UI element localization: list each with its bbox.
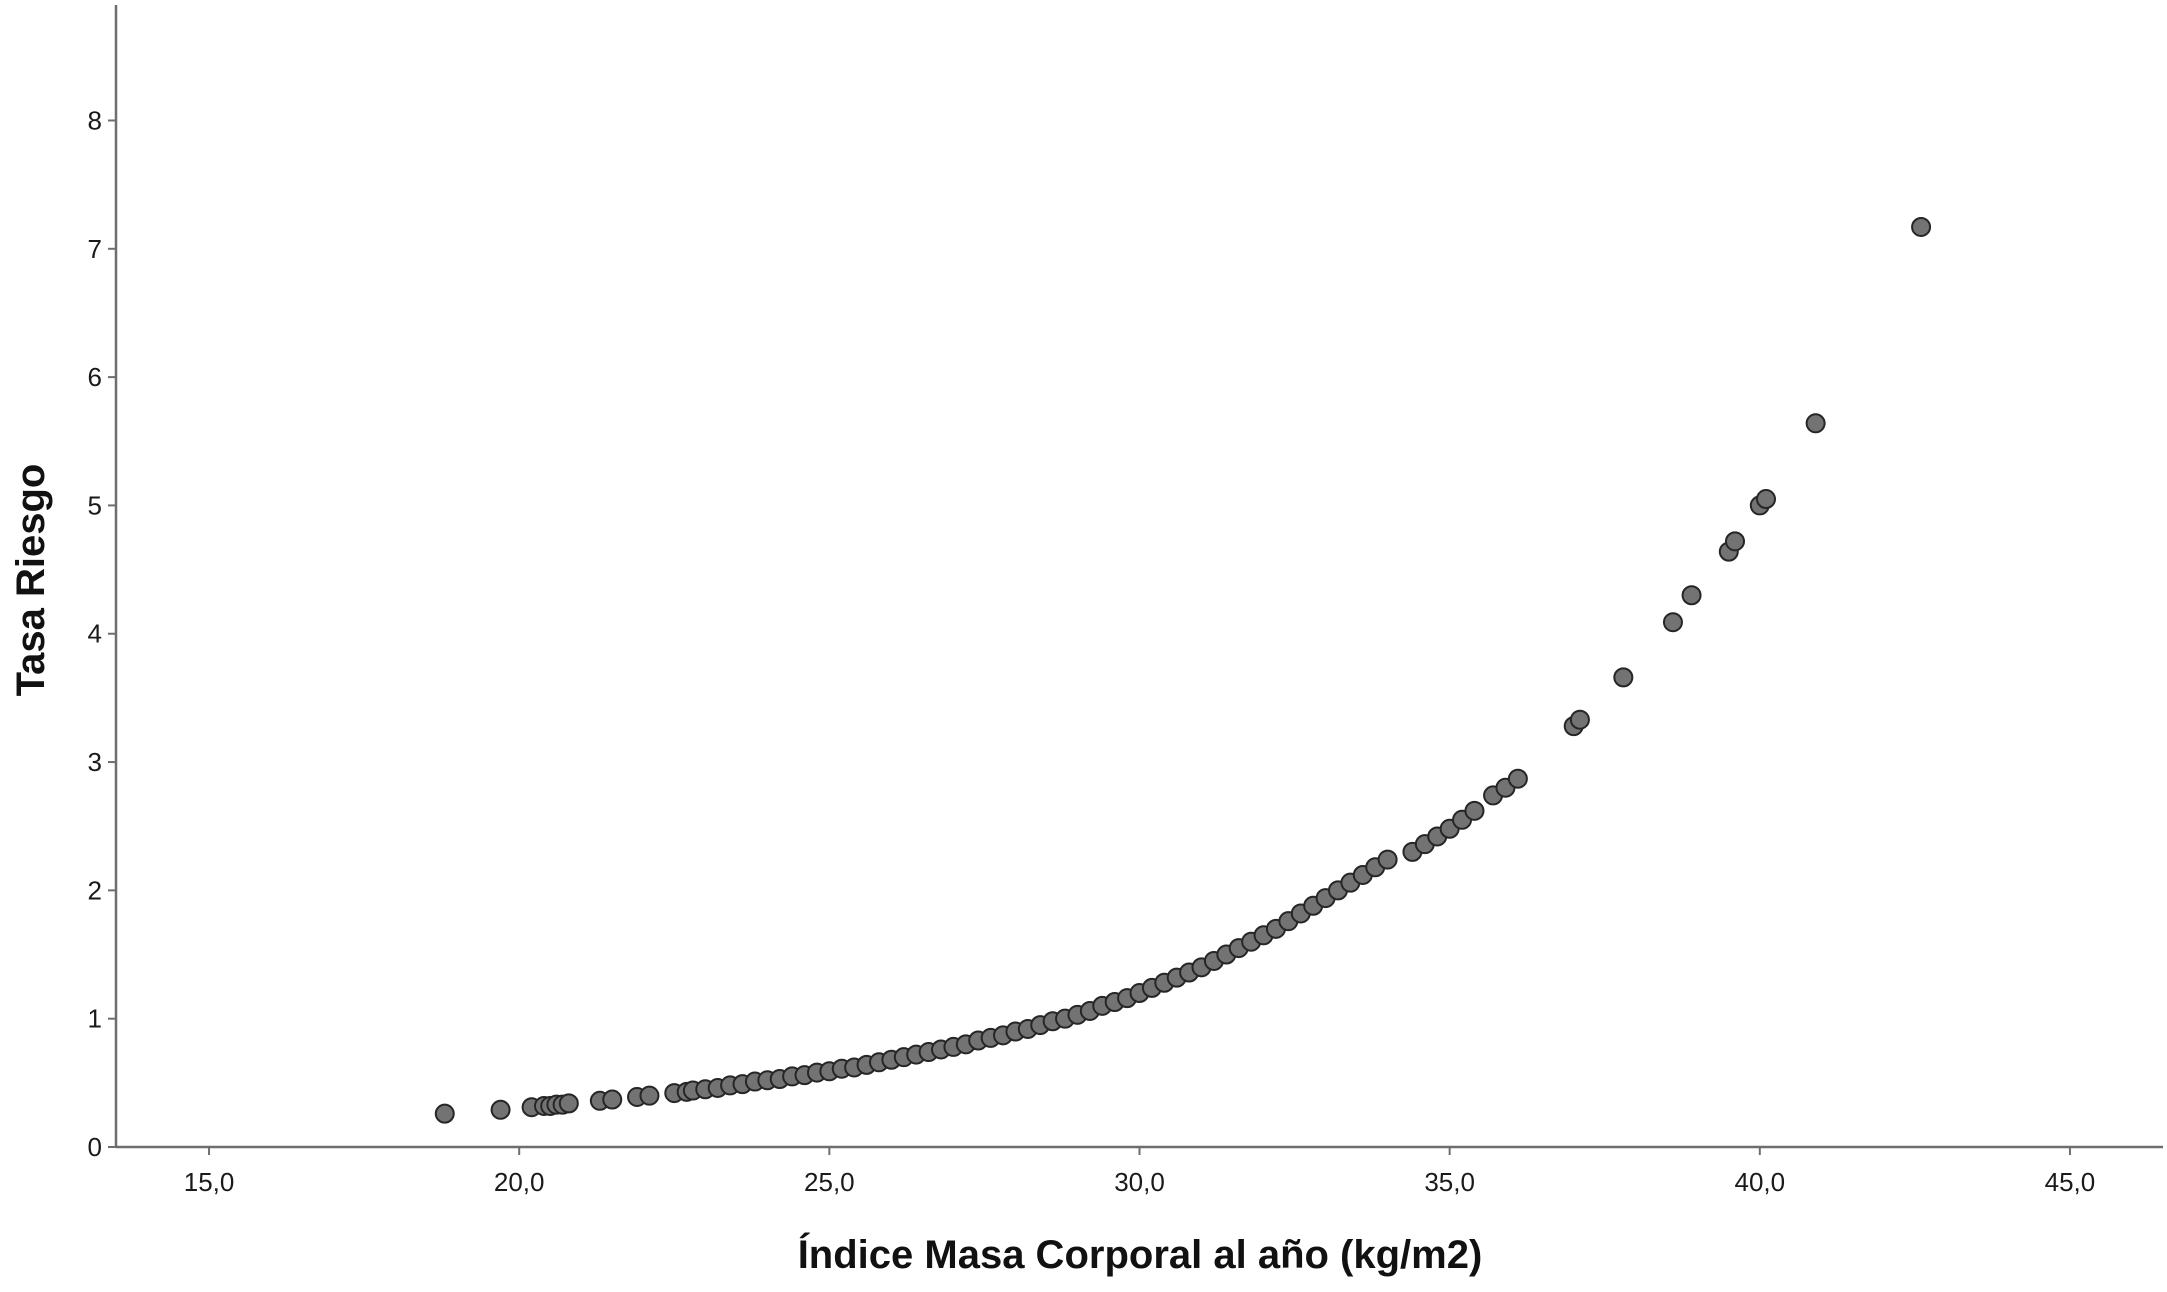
y-axis-ticks: 0 1 2 3 4 5 6 7 8 [88,105,116,1162]
x-tick-label: 20,0 [494,1167,545,1197]
y-tick-label: 3 [88,747,102,777]
data-point [558,1093,579,1114]
x-tick-label: 35,0 [1424,1167,1475,1197]
data-point [490,1099,511,1120]
data-point [1805,413,1826,434]
x-axis-ticks: 15,0 20,0 25,0 30,0 35,0 40,0 45,0 [184,1147,2096,1197]
data-point [1507,768,1528,789]
data-point [639,1085,660,1106]
data-point [1756,489,1777,510]
data-point [1377,849,1398,870]
x-tick-label: 25,0 [804,1167,855,1197]
y-tick-label: 2 [88,875,102,905]
y-tick-label: 8 [88,105,102,135]
y-tick-label: 0 [88,1132,102,1162]
data-points [434,216,1932,1124]
y-tick-label: 7 [88,234,102,264]
data-point [1569,709,1590,730]
y-tick-label: 1 [88,1004,102,1034]
data-point [1613,667,1634,688]
data-point [1464,800,1485,821]
y-tick-label: 4 [88,619,102,649]
data-point [1681,585,1702,606]
y-tick-label: 6 [88,362,102,392]
data-point [1724,531,1745,552]
x-tick-label: 45,0 [2045,1167,2096,1197]
y-tick-label: 5 [88,490,102,520]
x-axis-title: Índice Masa Corporal al año (kg/m2) [798,1232,1483,1277]
x-tick-label: 40,0 [1734,1167,1785,1197]
data-point [1662,612,1683,633]
y-axis-title: Tasa Riesgo [9,464,53,697]
x-tick-label: 15,0 [184,1167,235,1197]
data-point [1911,216,1932,237]
data-point [602,1089,623,1110]
x-tick-label: 30,0 [1114,1167,1165,1197]
data-point [434,1103,455,1124]
